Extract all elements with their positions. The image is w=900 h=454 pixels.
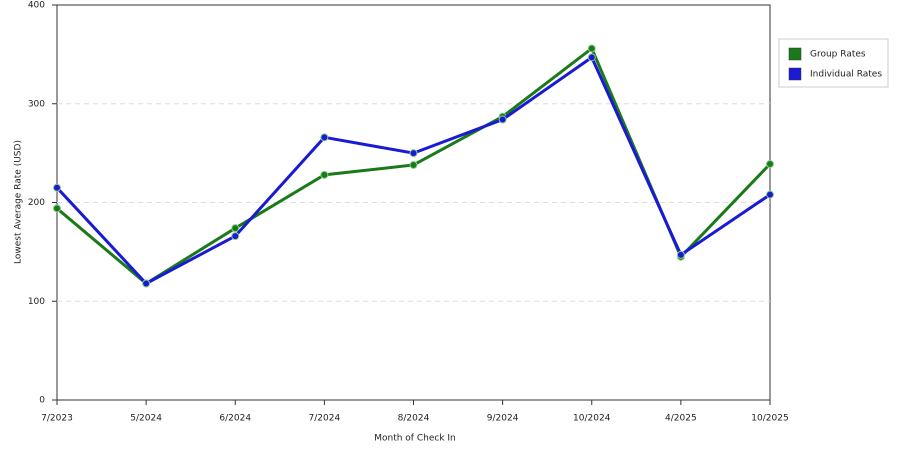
x-tick-label: 7/2023	[41, 414, 73, 424]
x-tick-label: 9/2024	[487, 414, 519, 424]
data-point	[142, 279, 151, 288]
x-tick-label: 10/2024	[573, 414, 611, 424]
x-tick-label: 10/2025	[751, 414, 788, 424]
legend-swatch	[788, 67, 802, 81]
y-tick-label: 0	[39, 396, 45, 406]
data-point	[231, 232, 240, 241]
y-tick-label: 300	[28, 99, 45, 109]
x-tick-label: 5/2024	[130, 414, 162, 424]
data-point	[320, 170, 329, 179]
legend-label: Group Rates	[810, 50, 866, 60]
data-point	[409, 149, 418, 158]
data-point	[498, 115, 507, 124]
data-point	[409, 160, 418, 169]
data-point	[53, 183, 61, 192]
data-point	[587, 44, 596, 53]
data-point	[676, 250, 685, 259]
y-tick-label: 200	[28, 198, 45, 208]
data-point	[766, 190, 774, 199]
x-tick-label: 7/2024	[309, 414, 341, 424]
data-point	[320, 133, 329, 142]
data-point	[53, 204, 61, 213]
legend-label: Individual Rates	[810, 70, 882, 80]
data-point	[231, 224, 240, 233]
data-point	[766, 159, 774, 168]
data-point	[587, 53, 596, 62]
x-tick-label: 4/2025	[665, 414, 697, 424]
x-tick-label: 8/2024	[398, 414, 430, 424]
y-axis-label: Lowest Average Rate (USD)	[14, 140, 24, 264]
x-tick-label: 6/2024	[219, 414, 251, 424]
legend-swatch	[788, 47, 802, 61]
x-axis-label: Month of Check In	[374, 434, 456, 444]
y-tick-label: 400	[28, 1, 45, 11]
y-tick-label: 100	[28, 297, 45, 307]
